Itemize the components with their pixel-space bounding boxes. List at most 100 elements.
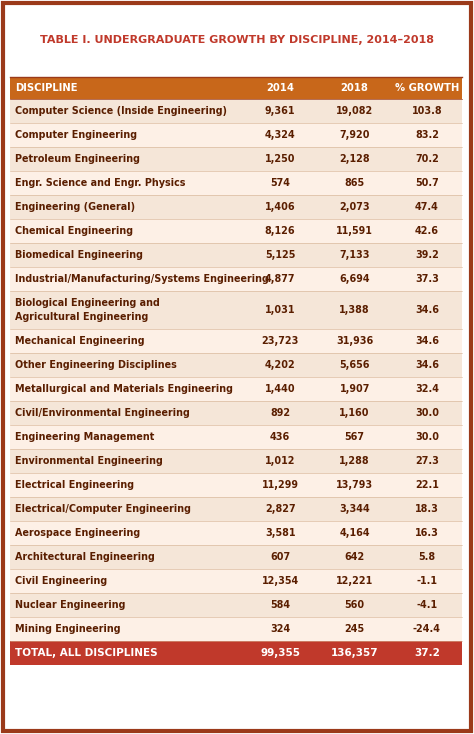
Text: Metallurgical and Materials Engineering: Metallurgical and Materials Engineering bbox=[15, 384, 233, 394]
Bar bbox=[10, 353, 462, 377]
Text: -1.1: -1.1 bbox=[417, 576, 438, 586]
Text: 245: 245 bbox=[345, 624, 365, 634]
Text: 7,920: 7,920 bbox=[339, 130, 370, 140]
Text: Computer Engineering: Computer Engineering bbox=[15, 130, 137, 140]
Text: 2,128: 2,128 bbox=[339, 154, 370, 164]
Bar bbox=[10, 521, 462, 545]
Text: 9,361: 9,361 bbox=[265, 106, 295, 116]
Text: 103.8: 103.8 bbox=[411, 106, 442, 116]
Text: 1,160: 1,160 bbox=[339, 408, 370, 418]
Text: 4,202: 4,202 bbox=[264, 360, 295, 370]
Text: 16.3: 16.3 bbox=[415, 528, 439, 538]
Text: 50.7: 50.7 bbox=[415, 178, 439, 188]
Text: Electrical/Computer Engineering: Electrical/Computer Engineering bbox=[15, 504, 191, 514]
Text: 83.2: 83.2 bbox=[415, 130, 439, 140]
Text: 4,324: 4,324 bbox=[264, 130, 295, 140]
Text: 1,907: 1,907 bbox=[339, 384, 370, 394]
Bar bbox=[10, 267, 462, 291]
Text: 39.2: 39.2 bbox=[415, 250, 439, 260]
Bar bbox=[10, 329, 462, 353]
Text: 27.3: 27.3 bbox=[415, 456, 439, 466]
Text: Agricultural Engineering: Agricultural Engineering bbox=[15, 312, 148, 322]
Text: 865: 865 bbox=[345, 178, 365, 188]
Bar bbox=[10, 147, 462, 171]
Bar bbox=[10, 171, 462, 195]
Bar bbox=[10, 123, 462, 147]
Text: 1,031: 1,031 bbox=[265, 305, 295, 315]
Text: Civil Engineering: Civil Engineering bbox=[15, 576, 107, 586]
Text: 1,388: 1,388 bbox=[339, 305, 370, 315]
Text: 1,288: 1,288 bbox=[339, 456, 370, 466]
Text: -4.1: -4.1 bbox=[416, 600, 438, 610]
Text: 19,082: 19,082 bbox=[336, 106, 373, 116]
Text: DISCIPLINE: DISCIPLINE bbox=[15, 83, 78, 93]
Text: 12,354: 12,354 bbox=[262, 576, 299, 586]
Text: 584: 584 bbox=[270, 600, 290, 610]
Text: Biomedical Engineering: Biomedical Engineering bbox=[15, 250, 143, 260]
Bar bbox=[10, 545, 462, 569]
Text: Aerospace Engineering: Aerospace Engineering bbox=[15, 528, 140, 538]
Text: 2014: 2014 bbox=[266, 83, 294, 93]
Text: 324: 324 bbox=[270, 624, 290, 634]
Text: 2,073: 2,073 bbox=[339, 202, 370, 212]
Bar bbox=[10, 243, 462, 267]
Text: Civil/Environmental Engineering: Civil/Environmental Engineering bbox=[15, 408, 190, 418]
Bar bbox=[10, 473, 462, 497]
Text: Chemical Engineering: Chemical Engineering bbox=[15, 226, 133, 236]
Text: 13,793: 13,793 bbox=[336, 480, 373, 490]
Text: 1,012: 1,012 bbox=[265, 456, 295, 466]
Text: 4,164: 4,164 bbox=[339, 528, 370, 538]
Bar bbox=[10, 291, 462, 329]
Text: Computer Science (Inside Engineering): Computer Science (Inside Engineering) bbox=[15, 106, 227, 116]
Text: 5,125: 5,125 bbox=[265, 250, 295, 260]
Text: 7,133: 7,133 bbox=[339, 250, 370, 260]
Text: 5.8: 5.8 bbox=[419, 552, 436, 562]
Text: 1,250: 1,250 bbox=[265, 154, 295, 164]
Text: Architectural Engineering: Architectural Engineering bbox=[15, 552, 155, 562]
Text: 574: 574 bbox=[270, 178, 290, 188]
Text: -24.4: -24.4 bbox=[413, 624, 441, 634]
Text: 136,357: 136,357 bbox=[331, 648, 378, 658]
Text: 70.2: 70.2 bbox=[415, 154, 439, 164]
Bar bbox=[10, 425, 462, 449]
Text: Nuclear Engineering: Nuclear Engineering bbox=[15, 600, 126, 610]
Text: 3,581: 3,581 bbox=[265, 528, 295, 538]
Bar bbox=[10, 377, 462, 401]
Text: Petroleum Engineering: Petroleum Engineering bbox=[15, 154, 140, 164]
Text: 11,591: 11,591 bbox=[336, 226, 373, 236]
Text: 1,440: 1,440 bbox=[265, 384, 295, 394]
Text: 567: 567 bbox=[345, 432, 365, 442]
Text: TABLE I. UNDERGRADUATE GROWTH BY DISCIPLINE, 2014–2018: TABLE I. UNDERGRADUATE GROWTH BY DISCIPL… bbox=[40, 35, 434, 46]
Text: 6,694: 6,694 bbox=[339, 274, 370, 284]
Text: 32.4: 32.4 bbox=[415, 384, 439, 394]
Text: 37.2: 37.2 bbox=[414, 648, 440, 658]
Text: 8,126: 8,126 bbox=[265, 226, 295, 236]
Text: 2018: 2018 bbox=[341, 83, 369, 93]
Text: 23,723: 23,723 bbox=[261, 336, 299, 346]
Text: Industrial/Manufacturing/Systems Engineering: Industrial/Manufacturing/Systems Enginee… bbox=[15, 274, 269, 284]
Text: 18.3: 18.3 bbox=[415, 504, 439, 514]
Text: Electrical Engineering: Electrical Engineering bbox=[15, 480, 134, 490]
Text: % GROWTH: % GROWTH bbox=[395, 83, 459, 93]
Text: Engr. Science and Engr. Physics: Engr. Science and Engr. Physics bbox=[15, 178, 185, 188]
Bar bbox=[10, 195, 462, 219]
Text: 37.3: 37.3 bbox=[415, 274, 439, 284]
Bar bbox=[10, 641, 462, 665]
Text: 31,936: 31,936 bbox=[336, 336, 373, 346]
Text: TOTAL, ALL DISCIPLINES: TOTAL, ALL DISCIPLINES bbox=[15, 648, 158, 658]
Bar bbox=[10, 77, 462, 99]
Text: Other Engineering Disciplines: Other Engineering Disciplines bbox=[15, 360, 177, 370]
Text: Engineering (General): Engineering (General) bbox=[15, 202, 135, 212]
Text: 30.0: 30.0 bbox=[415, 408, 439, 418]
Text: Biological Engineering and: Biological Engineering and bbox=[15, 298, 160, 308]
Text: 30.0: 30.0 bbox=[415, 432, 439, 442]
Text: 3,344: 3,344 bbox=[339, 504, 370, 514]
Text: 2,827: 2,827 bbox=[265, 504, 295, 514]
Text: 22.1: 22.1 bbox=[415, 480, 439, 490]
Bar bbox=[10, 99, 462, 123]
Bar bbox=[10, 449, 462, 473]
Text: 34.6: 34.6 bbox=[415, 305, 439, 315]
Bar bbox=[10, 497, 462, 521]
Text: 436: 436 bbox=[270, 432, 290, 442]
Text: 42.6: 42.6 bbox=[415, 226, 439, 236]
